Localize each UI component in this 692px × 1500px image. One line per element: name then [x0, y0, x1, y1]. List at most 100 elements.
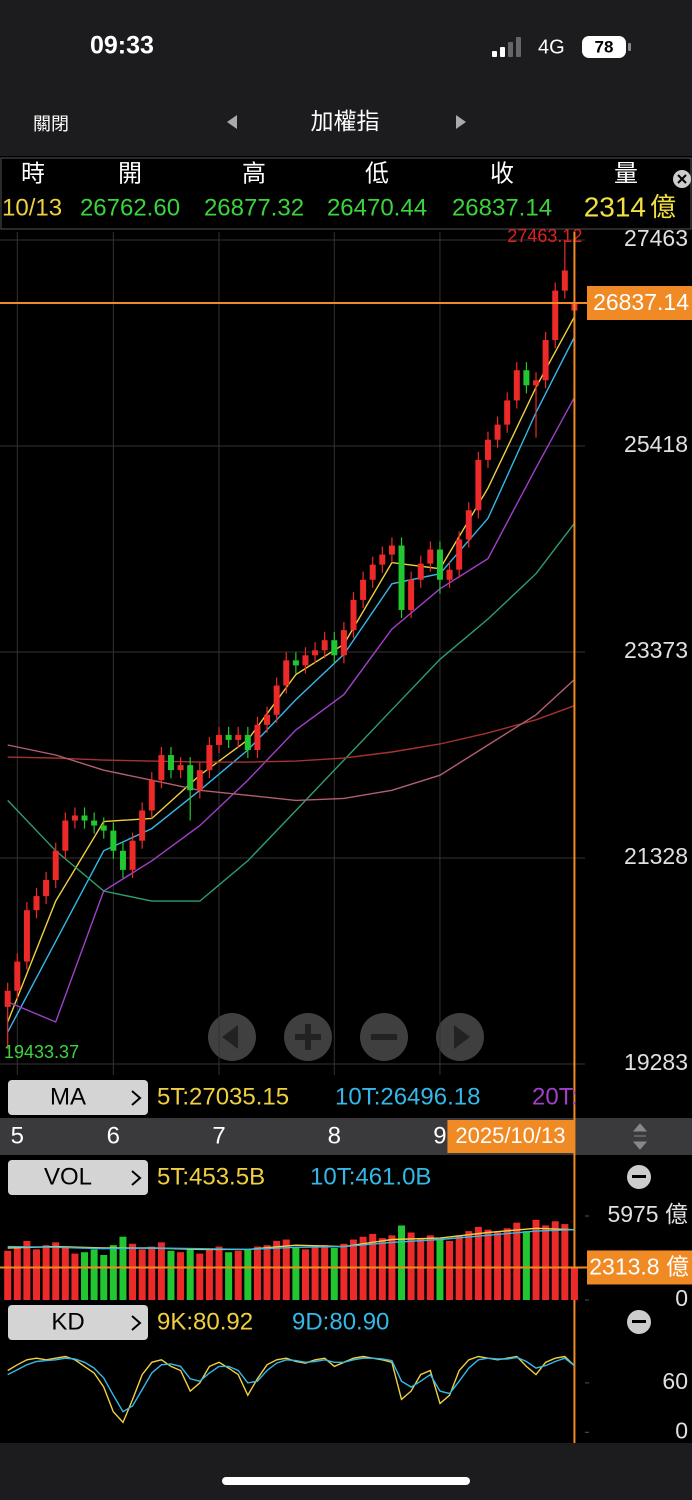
candle-body	[427, 549, 434, 564]
volume-bar	[100, 1255, 108, 1300]
next-arrow[interactable]	[456, 115, 466, 129]
volume-bar	[417, 1238, 425, 1300]
volume-bar	[513, 1222, 521, 1300]
signal-icon	[492, 37, 521, 57]
volume-bar	[215, 1246, 223, 1300]
indicator-legend: 9D:80.90	[292, 1308, 389, 1335]
candle-body	[177, 765, 184, 771]
candle-body	[216, 734, 223, 745]
quote-header: 高	[242, 160, 266, 187]
battery-tip	[628, 43, 631, 51]
volume-bar	[349, 1239, 357, 1300]
indicator-legend: 9K:80.92	[157, 1308, 253, 1335]
volume-bar	[244, 1249, 252, 1300]
candle-body	[148, 780, 155, 811]
low-label: 19433.37	[4, 1042, 79, 1062]
cursor-label: 2025/10/13	[455, 1123, 565, 1148]
volume-bar	[61, 1247, 69, 1300]
indicator-name: MA	[50, 1083, 86, 1110]
candle-body	[129, 840, 136, 870]
volume-bar	[42, 1245, 50, 1300]
candle-body	[561, 270, 568, 291]
indicator-name: VOL	[44, 1163, 92, 1190]
y-tick-label: 0	[675, 1417, 688, 1443]
x-tick-label: 9	[433, 1122, 446, 1149]
candle-body	[417, 563, 424, 580]
volume-bar	[570, 1267, 578, 1300]
indicator-chevron	[131, 1170, 142, 1186]
resize-icon[interactable]	[632, 1123, 648, 1150]
candle-body	[206, 744, 213, 771]
candle-body	[110, 830, 117, 851]
candle-body	[350, 599, 357, 631]
home-indicator	[222, 1477, 470, 1485]
candle-body	[254, 724, 261, 751]
indicator-legend: 10T:461.0B	[310, 1163, 431, 1190]
candle-body	[139, 810, 146, 841]
battery-icon	[582, 36, 626, 58]
candle-body	[81, 815, 88, 821]
volume-bar	[503, 1228, 511, 1300]
indicator-line	[7, 1355, 575, 1424]
candle-body	[187, 765, 194, 791]
candle-body	[283, 660, 290, 686]
volume-bar	[465, 1231, 473, 1300]
candle-body	[398, 545, 405, 610]
y-tick-label: 60	[662, 1368, 688, 1394]
volume-bar	[301, 1249, 309, 1300]
candle-body	[4, 990, 11, 1007]
candle-body	[14, 961, 21, 991]
candle-body	[340, 630, 347, 656]
candle-body	[465, 510, 472, 540]
top-bar	[0, 0, 692, 156]
candle-body	[542, 339, 549, 381]
candle-body	[244, 734, 251, 751]
volume-bar	[407, 1232, 415, 1300]
candle-body	[552, 290, 559, 340]
volume-bar	[177, 1252, 185, 1300]
indicator-button[interactable]	[8, 1160, 148, 1195]
quote-value: 26470.44	[327, 194, 427, 221]
nav-title: 加權指	[311, 108, 380, 134]
indicator-button[interactable]	[8, 1305, 148, 1340]
y-tick-label: 5975 億	[607, 1201, 688, 1227]
prev-arrow[interactable]	[227, 115, 237, 129]
quote-box	[0, 157, 692, 230]
cursor-box	[447, 1120, 575, 1153]
volume-bar	[4, 1250, 12, 1300]
quote-unit: 億	[650, 192, 676, 222]
quote-table: 時 開 高 低 收 量 10/13 26762.60 26877.32 26470.44 26837…	[2, 160, 676, 222]
quote-header: 時	[21, 160, 45, 187]
indicator-button[interactable]	[8, 1080, 148, 1115]
candle-body	[273, 685, 280, 715]
candle-body	[533, 380, 540, 386]
candle-body	[33, 896, 40, 911]
candle-body	[446, 569, 453, 580]
volume-bar	[484, 1229, 492, 1300]
close-button[interactable]: 關閉	[33, 114, 69, 134]
volume-bar	[273, 1240, 281, 1300]
indicator-name: KD	[51, 1308, 84, 1335]
quote-header: 收	[490, 160, 514, 187]
candle-body	[225, 734, 232, 740]
candle-body	[312, 650, 319, 656]
candle-body	[100, 825, 107, 831]
volume-bar	[474, 1226, 482, 1300]
volume-bar	[494, 1232, 502, 1300]
chart-controls	[208, 1013, 484, 1061]
volume-bar	[33, 1249, 41, 1300]
volume-bar	[340, 1243, 348, 1300]
volume-bar	[90, 1249, 98, 1300]
volume-bar	[81, 1252, 89, 1300]
volume-bar	[532, 1219, 540, 1300]
indicator-line	[7, 397, 576, 1023]
volume-bar	[330, 1247, 338, 1300]
volume-bar	[129, 1243, 137, 1300]
volume-bar	[378, 1238, 386, 1300]
volume-bar	[436, 1239, 444, 1300]
indicator-legend: 5T:27035.15	[157, 1083, 289, 1110]
indicator-line	[7, 1356, 575, 1413]
collapse-icon	[632, 1320, 646, 1323]
candle-body	[196, 770, 203, 791]
